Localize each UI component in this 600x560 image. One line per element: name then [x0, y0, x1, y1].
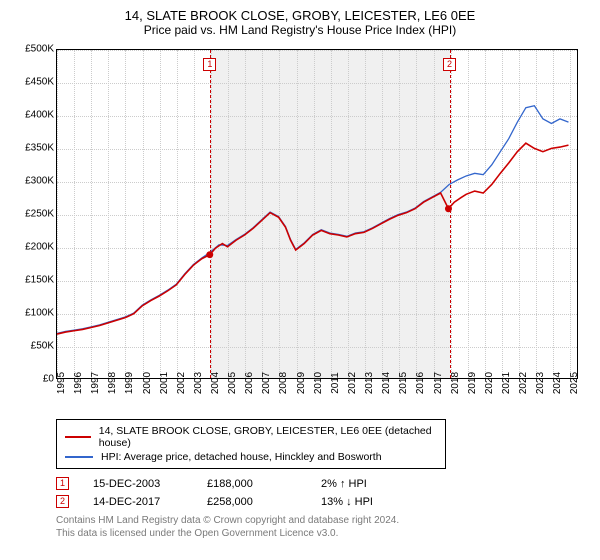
marker-delta: 2% ↑ HPI: [321, 478, 411, 490]
x-axis-label: 2025: [569, 372, 580, 394]
legend-label: HPI: Average price, detached house, Hinc…: [101, 451, 382, 463]
marker-date: 14-DEC-2017: [93, 496, 183, 508]
x-axis-label: 2017: [433, 372, 444, 394]
x-axis-label: 1999: [124, 372, 135, 394]
x-axis-label: 1998: [107, 372, 118, 394]
marker-data-rows: 1 15-DEC-2003 £188,000 2% ↑ HPI 2 14-DEC-2017…: [56, 477, 588, 508]
marker-badge: 2: [56, 495, 69, 508]
chart-subtitle: Price paid vs. HM Land Registry's House …: [12, 23, 588, 37]
y-axis-label: £150K: [25, 275, 54, 286]
x-axis-label: 1995: [56, 372, 67, 394]
x-axis-label: 2009: [296, 372, 307, 394]
footer-attribution: Contains HM Land Registry data © Crown c…: [56, 514, 588, 540]
x-axis-label: 2019: [467, 372, 478, 394]
chart-area: 12 £0 £50K £100K £150K £200K £250K £300K £350K £…: [12, 43, 588, 413]
x-axis-label: 2000: [142, 372, 153, 394]
x-axis-label: 1996: [73, 372, 84, 394]
y-axis-label: £500K: [25, 44, 54, 55]
marker-price: £188,000: [207, 478, 297, 490]
y-axis-label: £450K: [25, 77, 54, 88]
x-axis-label: 2002: [176, 372, 187, 394]
x-axis-label: 2010: [313, 372, 324, 394]
legend-item: HPI: Average price, detached house, Hinc…: [65, 450, 437, 464]
x-axis-label: 2006: [244, 372, 255, 394]
y-axis-label: £200K: [25, 242, 54, 253]
y-axis-label: £0: [43, 374, 54, 385]
x-axis-label: 2007: [261, 372, 272, 394]
x-axis-label: 2016: [415, 372, 426, 394]
x-axis-label: 2003: [193, 372, 204, 394]
y-axis-label: £250K: [25, 209, 54, 220]
marker-date: 15-DEC-2003: [93, 478, 183, 490]
footer-line2: This data is licensed under the Open Gov…: [56, 527, 588, 540]
chart-title: 14, SLATE BROOK CLOSE, GROBY, LEICESTER,…: [12, 8, 588, 23]
x-axis-label: 2015: [398, 372, 409, 394]
plot-region: 12: [56, 49, 578, 379]
y-axis-label: £350K: [25, 143, 54, 154]
y-axis-label: £50K: [31, 341, 54, 352]
footer-line1: Contains HM Land Registry data © Crown c…: [56, 514, 588, 527]
x-axis-label: 2021: [501, 372, 512, 394]
chart-container: 14, SLATE BROOK CLOSE, GROBY, LEICESTER,…: [0, 0, 600, 560]
x-axis-label: 2020: [484, 372, 495, 394]
x-axis-label: 2014: [381, 372, 392, 394]
legend-label: 14, SLATE BROOK CLOSE, GROBY, LEICESTER,…: [99, 425, 437, 449]
x-axis-label: 2013: [364, 372, 375, 394]
marker-data-row: 1 15-DEC-2003 £188,000 2% ↑ HPI: [56, 477, 588, 490]
x-axis-label: 2004: [210, 372, 221, 394]
y-axis-label: £400K: [25, 110, 54, 121]
x-axis-label: 2018: [450, 372, 461, 394]
y-axis-label: £100K: [25, 308, 54, 319]
marker-delta: 13% ↓ HPI: [321, 496, 411, 508]
x-axis-label: 2023: [535, 372, 546, 394]
x-axis-label: 2012: [347, 372, 358, 394]
marker-price: £258,000: [207, 496, 297, 508]
x-axis-label: 2024: [552, 372, 563, 394]
legend-item: 14, SLATE BROOK CLOSE, GROBY, LEICESTER,…: [65, 424, 437, 450]
x-axis-label: 2008: [278, 372, 289, 394]
x-axis-label: 1997: [90, 372, 101, 394]
y-axis-label: £300K: [25, 176, 54, 187]
x-axis-label: 2005: [227, 372, 238, 394]
legend: 14, SLATE BROOK CLOSE, GROBY, LEICESTER,…: [56, 419, 446, 469]
x-axis-label: 2022: [518, 372, 529, 394]
marker-badge: 1: [56, 477, 69, 490]
marker-data-row: 2 14-DEC-2017 £258,000 13% ↓ HPI: [56, 495, 588, 508]
x-axis-label: 2011: [330, 372, 341, 394]
x-axis-label: 2001: [159, 372, 170, 394]
